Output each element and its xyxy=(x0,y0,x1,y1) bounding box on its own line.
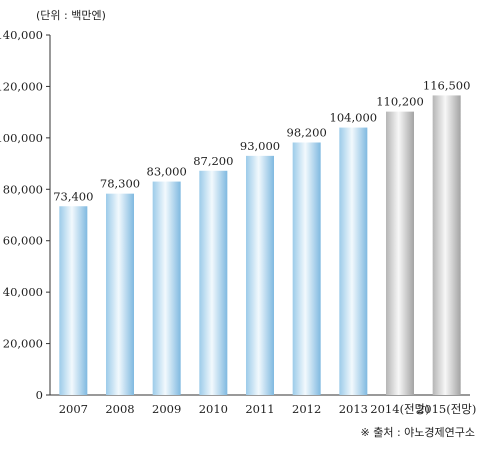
bars: 73,400 78,300 83,000 87,200 93,000 98,200104,… xyxy=(53,78,471,396)
y-tick-label: 20,000 xyxy=(3,337,43,351)
bar-value-label: 93,000 xyxy=(240,139,280,153)
y-tick-label: 60,000 xyxy=(3,234,43,248)
x-tick-label: 2012 xyxy=(292,402,321,416)
bar xyxy=(292,142,321,395)
bar xyxy=(199,170,228,395)
y-tick-label: 0 xyxy=(36,388,43,402)
bar xyxy=(246,155,274,395)
y-tick-label: 40,000 xyxy=(3,285,43,299)
y-tick-label: 140,000 xyxy=(0,28,43,42)
bar-value-label: 73,400 xyxy=(53,189,93,203)
bar-value-label: 116,500 xyxy=(423,78,471,92)
x-tick-label: 2014(전망) xyxy=(370,402,429,416)
y-axis: 0 20,000 40,000 60,000 80,000 100,000 120,000 1… xyxy=(0,28,51,402)
y-tick-label: 100,000 xyxy=(0,131,43,145)
bar-value-label: 98,200 xyxy=(287,125,327,139)
bar-value-label: 110,200 xyxy=(376,95,424,109)
x-tick-label: 2008 xyxy=(105,402,134,416)
bar-value-label: 87,200 xyxy=(193,154,233,168)
bar-forecast xyxy=(386,111,414,395)
y-tick-label: 80,000 xyxy=(3,182,43,196)
x-tick-label: 2010 xyxy=(199,402,228,416)
bar xyxy=(339,127,368,396)
x-tick-label: 2013 xyxy=(339,402,368,416)
x-tick-label: 2007 xyxy=(59,402,88,416)
bar-forecast xyxy=(432,95,461,395)
bar xyxy=(106,193,134,395)
bar-value-label: 78,300 xyxy=(100,177,140,191)
y-tick-label: 120,000 xyxy=(0,79,43,93)
x-tick-label: 2015(전망) xyxy=(417,402,476,416)
x-tick-label: 2009 xyxy=(152,402,181,416)
x-axis: 2007 2008 2009 2010 2011 2012 2013 2014(전망)2015… xyxy=(50,394,476,416)
bar-value-label: 104,000 xyxy=(330,111,378,125)
unit-label: (단위 : 백만엔) xyxy=(36,9,106,22)
x-tick-label: 2011 xyxy=(245,402,274,416)
bar xyxy=(59,206,88,395)
source-note: ※ 출처 : 야노경제연구소 xyxy=(361,426,476,439)
bar xyxy=(152,181,181,395)
bar-value-label: 83,000 xyxy=(147,165,187,179)
